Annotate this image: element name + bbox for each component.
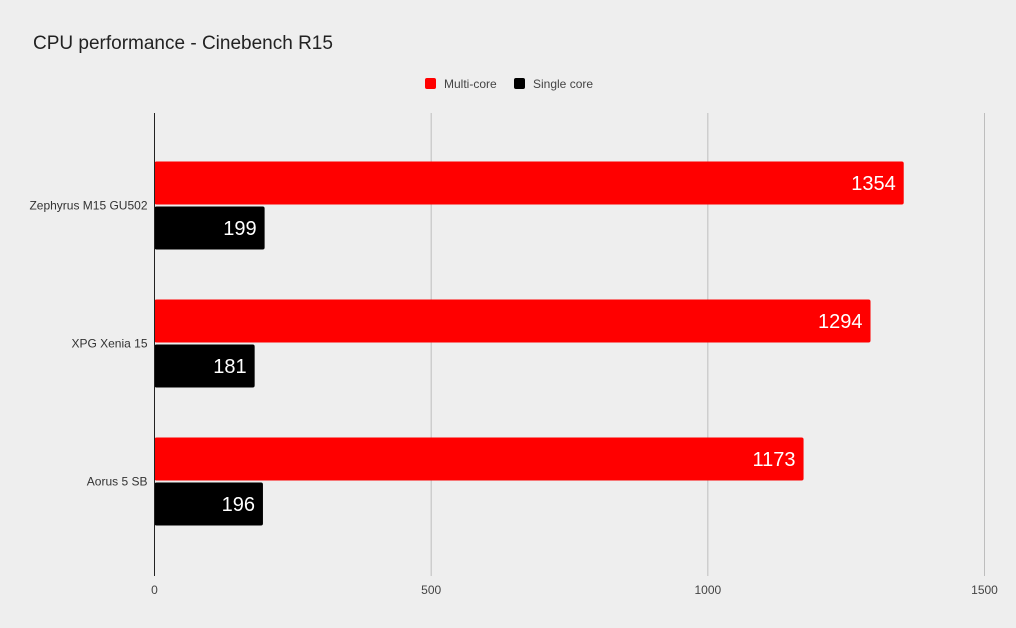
data-labels: 1354 199 1294 181 1173 196 <box>213 173 895 516</box>
data-label-multi-core-0: 1354 <box>851 173 896 195</box>
data-label-single-core-1: 181 <box>213 356 246 378</box>
x-axis-tick-labels: 0 500 1000 1500 <box>151 583 998 597</box>
data-label-single-core-0: 199 <box>223 218 256 240</box>
x-tick-label-1000: 1000 <box>694 583 721 597</box>
category-label-0: Zephyrus M15 GU502 <box>29 199 147 213</box>
legend-swatch-single-core <box>514 78 525 89</box>
bar-single-core-1 <box>154 344 255 388</box>
x-tick-label-500: 500 <box>421 583 441 597</box>
category-labels: Zephyrus M15 GU502 XPG Xenia 15 Aorus 5 SB <box>29 199 147 489</box>
data-label-multi-core-2: 1173 <box>753 449 796 471</box>
bars <box>154 161 904 526</box>
bar-single-core-0 <box>154 206 265 250</box>
bar-single-core-2 <box>154 482 263 526</box>
bar-multi-core-0 <box>154 161 904 205</box>
legend: Multi-core Single core <box>425 77 593 91</box>
chart-title: CPU performance - Cinebench R15 <box>33 33 333 54</box>
legend-swatch-multi-core <box>425 78 436 89</box>
x-tick-label-1500: 1500 <box>971 583 998 597</box>
data-label-single-core-2: 196 <box>222 494 255 516</box>
legend-label-multi-core: Multi-core <box>444 77 497 91</box>
x-tick-label-0: 0 <box>151 583 158 597</box>
bar-multi-core-2 <box>154 437 804 481</box>
bar-multi-core-1 <box>154 299 871 343</box>
category-label-2: Aorus 5 SB <box>87 475 148 489</box>
legend-label-single-core: Single core <box>533 77 593 91</box>
data-label-multi-core-1: 1294 <box>818 311 863 333</box>
category-label-1: XPG Xenia 15 <box>71 337 147 351</box>
